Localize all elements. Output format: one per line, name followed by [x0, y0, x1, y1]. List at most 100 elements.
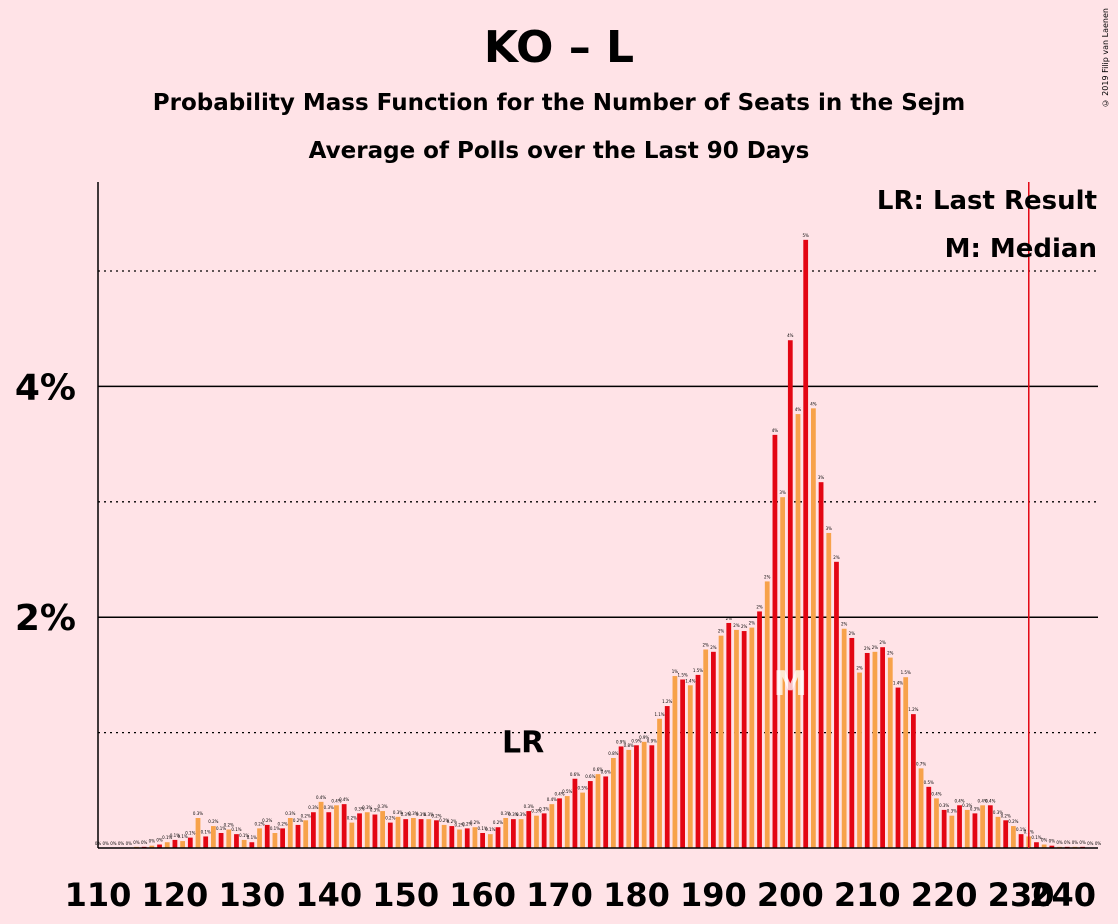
data-label-207: 2%	[841, 622, 848, 627]
x-tick-label-110: 110	[65, 876, 132, 914]
bar-224	[972, 813, 978, 848]
data-label-146: 0.3%	[370, 808, 380, 813]
bar-182	[649, 745, 655, 848]
bar-141	[334, 805, 339, 848]
bar-177	[611, 757, 616, 848]
bar-204	[818, 482, 824, 848]
bar-136	[295, 824, 301, 848]
bar-227	[995, 816, 1001, 848]
data-label-159: 0.2%	[470, 820, 480, 825]
data-label-201: 4%	[795, 407, 802, 412]
data-label-128: 0.1%	[231, 827, 241, 832]
bar-195	[749, 627, 755, 848]
bar-230	[1018, 834, 1024, 848]
bar-142	[341, 804, 347, 848]
bar-161	[487, 834, 493, 848]
data-label-225: 0.4%	[978, 798, 988, 803]
data-label-116: 0%	[141, 840, 148, 845]
data-label-136: 0.2%	[293, 818, 303, 823]
bar-163	[503, 817, 509, 848]
bar-146	[372, 814, 378, 848]
last-result-marker: LR	[502, 726, 544, 761]
bar-155	[441, 824, 447, 848]
data-label-150: 0.3%	[401, 812, 411, 817]
data-label-233: 0%	[1041, 838, 1048, 843]
data-label-161: 0.1%	[485, 827, 495, 832]
data-label-145: 0.3%	[362, 805, 372, 810]
data-label-213: 2%	[887, 651, 894, 656]
data-label-137: 0.2%	[301, 813, 311, 818]
bar-203	[811, 408, 816, 848]
bar-205	[826, 532, 832, 848]
bar-217	[918, 768, 924, 848]
bar-197	[764, 581, 770, 848]
bar-192	[726, 622, 732, 848]
bar-193	[734, 629, 739, 848]
data-label-224: 0.3%	[970, 806, 980, 811]
bar-212	[880, 647, 885, 848]
bar-123	[195, 817, 201, 848]
bar-145	[364, 812, 370, 848]
data-label-183: 1.1%	[654, 712, 664, 717]
data-label-180: 0.9%	[631, 738, 641, 743]
bar-171	[564, 796, 570, 848]
legend-median: M: Median	[945, 234, 1097, 264]
bar-157	[457, 829, 462, 848]
x-tick-label-120: 120	[142, 876, 209, 914]
bar-228	[1003, 820, 1009, 848]
bar-196	[757, 611, 762, 848]
data-label-143: 0.2%	[347, 816, 357, 821]
data-label-215: 1.5%	[901, 670, 911, 675]
bar-134	[280, 828, 285, 848]
data-label-181: 0.9%	[639, 735, 649, 740]
data-label-236: 0%	[1064, 840, 1071, 845]
bar-187	[687, 685, 693, 848]
data-label-214: 1.4%	[893, 681, 903, 686]
bar-162	[495, 827, 501, 848]
bar-147	[380, 811, 385, 848]
data-label-197: 2%	[764, 574, 771, 579]
data-label-218: 0.5%	[924, 780, 934, 785]
data-label-179: 0.8%	[624, 743, 634, 748]
bar-179	[626, 749, 632, 848]
data-label-133: 0.1%	[270, 826, 280, 831]
chart-title: KO – L	[483, 22, 635, 73]
data-label-142: 0.4%	[339, 797, 349, 802]
bar-133	[272, 832, 278, 848]
data-label-176: 0.6%	[601, 769, 611, 774]
bar-190	[711, 651, 716, 848]
bar-117	[149, 845, 155, 848]
data-label-189: 2%	[703, 643, 710, 648]
data-label-171: 0.5%	[562, 789, 572, 794]
bar-209	[857, 672, 862, 848]
data-label-153: 0.3%	[424, 812, 434, 817]
data-label-203: 4%	[810, 401, 817, 406]
bar-158	[464, 828, 470, 848]
chart-subtitle: Probability Mass Function for the Number…	[152, 90, 966, 116]
y-tick-label-4: 4%	[15, 367, 76, 408]
data-label-111: 0%	[103, 841, 110, 846]
bar-128	[234, 834, 239, 848]
data-label-132: 0.2%	[262, 818, 272, 823]
data-label-119: 0.1%	[162, 835, 172, 840]
y-tick-label-2: 2%	[15, 598, 76, 639]
data-label-169: 0.4%	[547, 797, 557, 802]
x-tick-label-220: 220	[911, 876, 978, 914]
data-label-193: 2%	[733, 623, 740, 628]
data-label-124: 0.1%	[201, 829, 211, 834]
data-label-217: 0.7%	[916, 761, 926, 766]
data-label-206: 2%	[833, 555, 840, 560]
bar-175	[595, 774, 601, 848]
data-label-208: 2%	[849, 631, 856, 636]
bar-131	[257, 828, 262, 848]
bar-135	[287, 817, 293, 848]
data-label-202: 5%	[803, 233, 810, 238]
data-label-144: 0.3%	[354, 806, 364, 811]
data-label-167: 0.3%	[531, 809, 541, 814]
data-label-162: 0.2%	[493, 820, 503, 825]
data-label-228: 0.2%	[1001, 813, 1011, 818]
bar-167	[534, 815, 539, 848]
bar-166	[526, 811, 532, 848]
data-label-158: 0.2%	[462, 821, 472, 826]
